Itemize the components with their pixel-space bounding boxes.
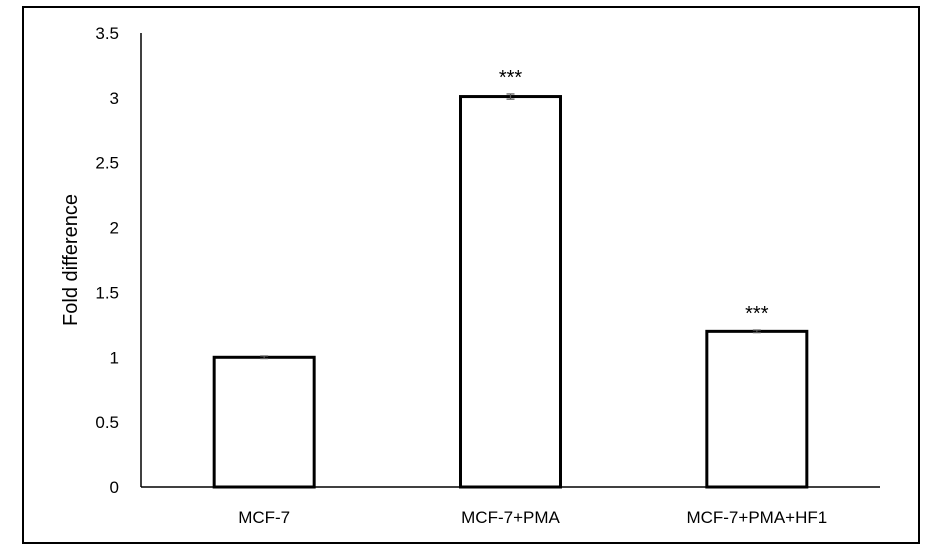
y-tick-label: 1.5 [95,283,119,302]
y-tick-label: 0.5 [95,413,119,432]
bar-1 [212,355,316,489]
x-axis-labels: MCF-7 MCF-7+PMA MCF-7+PMA+HF1 [238,508,827,527]
error-bar-1 [260,355,269,360]
bar-2 [459,95,562,489]
y-tick-label: 2 [110,219,119,238]
x-tick-label: MCF-7+PMA [461,508,560,527]
y-tick-label: 1 [110,348,119,367]
significance-label-2: *** [499,67,523,89]
y-tick-label: 3 [110,89,119,108]
x-tick-label: MCF-7 [238,508,290,527]
error-bar-3 [752,329,761,334]
significance-labels: *** *** [499,67,769,325]
y-axis-ticks: 0 0.5 1 1.5 2 2.5 3 3.5 [95,24,119,497]
y-axis-title: Fold difference [60,194,82,326]
x-tick-label: MCF-7+PMA+HF1 [686,508,827,527]
bars [212,95,809,489]
y-tick-label: 3.5 [95,24,119,43]
bar-3 [705,329,809,489]
significance-label-3: *** [745,303,769,325]
y-tick-label: 2.5 [95,154,119,173]
error-bars [260,93,761,360]
y-tick-label: 0 [110,478,119,497]
error-bar-2 [506,93,515,100]
